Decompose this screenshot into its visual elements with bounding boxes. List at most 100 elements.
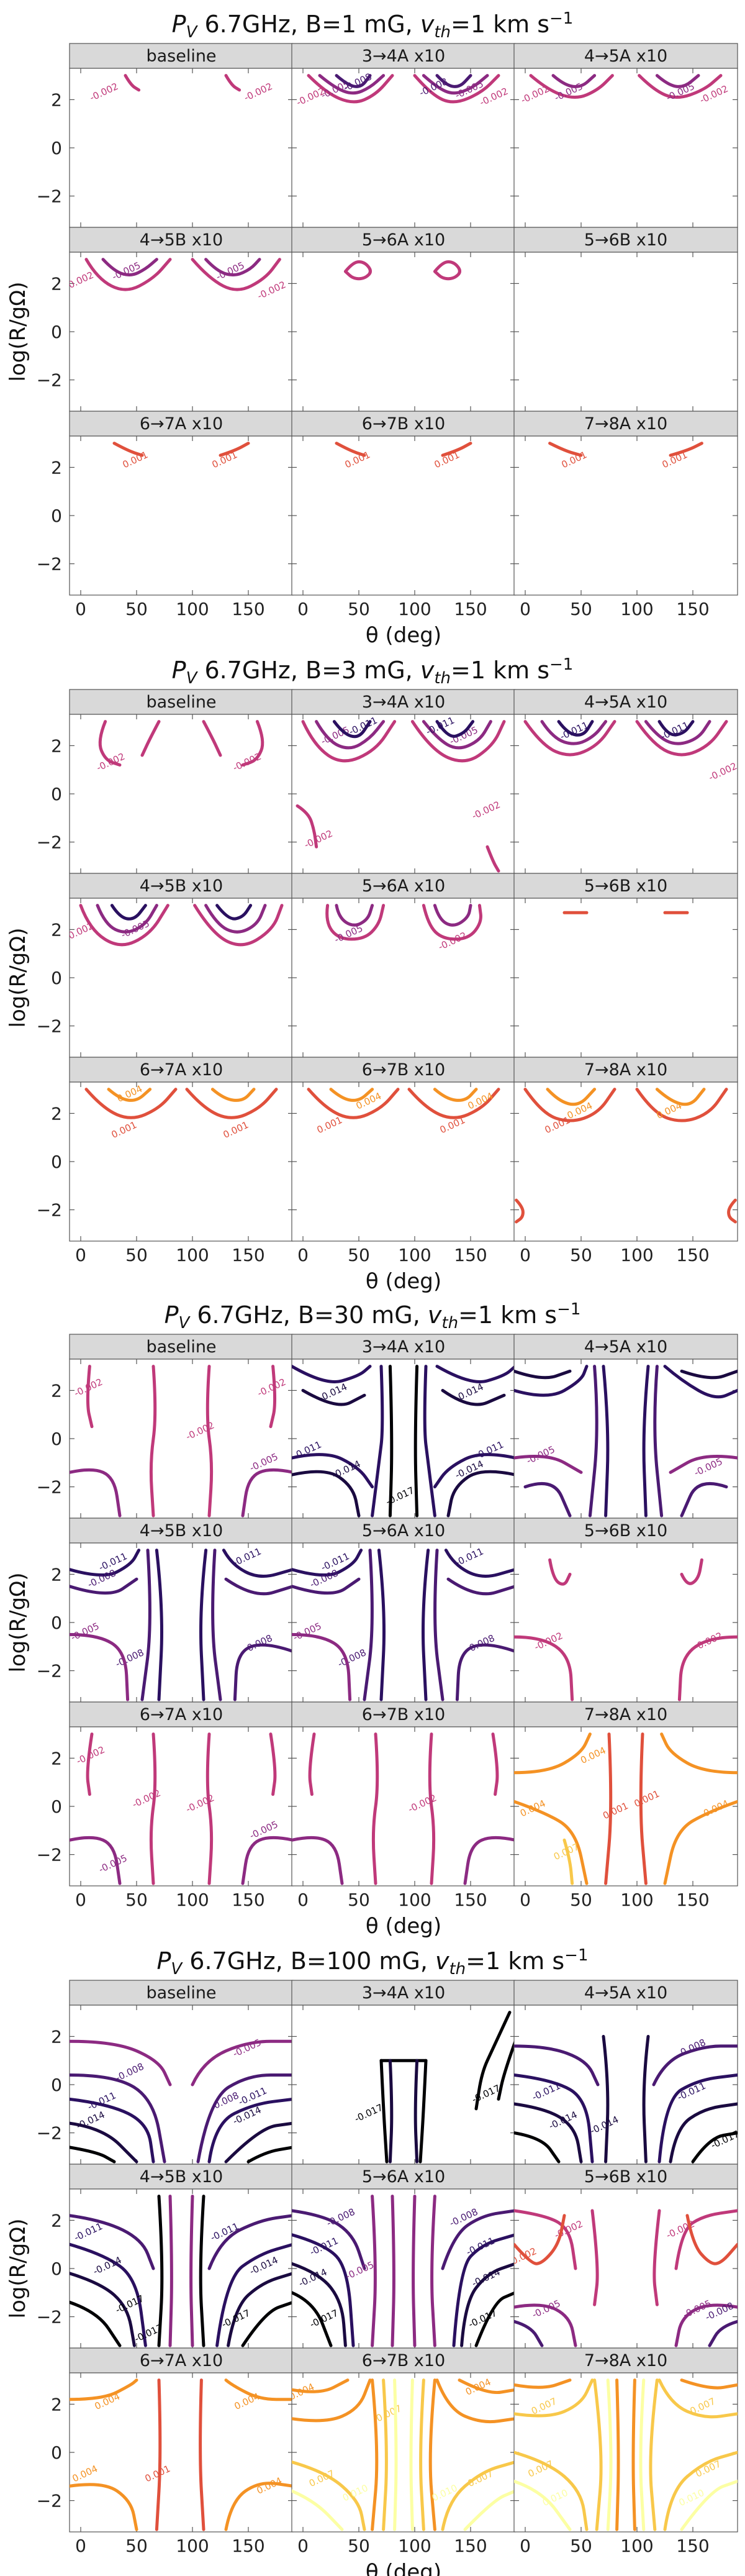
contour-line: [691, 2131, 738, 2164]
y-axis-label: log(R/gΩ): [6, 2218, 30, 2318]
contour-line: [514, 1732, 592, 1775]
contour-line: [428, 2378, 436, 2531]
contour-line: [514, 1635, 574, 1701]
x-tick-label: 50: [125, 599, 148, 619]
contour-line: [318, 74, 386, 95]
contour-line: [444, 1549, 515, 1578]
contour-line: [246, 2146, 293, 2164]
panel-label: 5→6A x10: [362, 876, 445, 896]
contour-line: [224, 1577, 293, 1596]
panel-6→7B x10: 6→7B x100 50 100 1500.0010.0040.0010.004: [291, 1057, 516, 1265]
x-tick-label: 100: [398, 1245, 431, 1265]
contour-line: [663, 1800, 738, 1885]
x-tick-label: 50: [348, 599, 370, 619]
panel-5→6B x10: 5→6B x10-0.002 -0.002: [513, 1518, 738, 1703]
x-tick-label: 0: [520, 1890, 531, 1910]
panel-3→4A x10: 3→4A x10-0.002-0.005-0.008-0.002-0.005-0…: [291, 43, 516, 228]
panel-plot-area: [69, 1726, 294, 1886]
panel-strip: [291, 1980, 516, 2006]
contour-line: [680, 2378, 738, 2390]
contour-line: [514, 1369, 572, 1380]
contour-line: [435, 1365, 515, 1383]
panel-strip: [513, 1057, 738, 1083]
contour-line: [70, 1632, 130, 1701]
contour-line: [514, 1454, 583, 1474]
x-tick-label: 100: [620, 1245, 653, 1265]
contour-line: [602, 2034, 610, 2164]
contour-line: [307, 74, 394, 104]
panel-baseline: baseline−202-0.002-0.002: [37, 43, 294, 228]
contour-line: [551, 74, 597, 88]
contour-line: [441, 1388, 506, 1406]
panel-label: 4→5B x10: [140, 1521, 223, 1541]
x-axis-label: θ (deg): [366, 1269, 441, 1294]
contour-line: [458, 2378, 515, 2395]
contour-line: [529, 74, 614, 99]
contour-line: [207, 2097, 293, 2164]
panel-label: baseline: [146, 47, 216, 66]
panel-4→5A x10: 4→5A x10 -0.005-0.005: [513, 1334, 738, 1519]
y-tick-label: 2: [51, 1380, 62, 1401]
panel-label: baseline: [146, 693, 216, 712]
contour-line: [207, 2214, 293, 2270]
contour-line: [657, 720, 695, 737]
contour-line: [292, 1549, 363, 1577]
contour-line: [548, 442, 583, 457]
contour-line: [292, 1365, 372, 1383]
y-tick-label: −2: [37, 1661, 62, 1682]
x-tick-label: 0: [75, 1890, 86, 1910]
contour-line: [224, 74, 242, 92]
y-tick-label: −2: [37, 2123, 62, 2144]
panel-strip: [69, 2164, 294, 2190]
contour-line: [474, 2011, 512, 2111]
contour-line: [657, 2378, 738, 2419]
y-tick-label: 0: [51, 1429, 62, 1449]
contour-line: [70, 2483, 138, 2531]
contour-line: [674, 2209, 738, 2270]
y-tick-label: 2: [51, 735, 62, 756]
contour-line: [422, 1549, 430, 1701]
contour-line: [335, 442, 366, 457]
panel-plot-area: [513, 1359, 738, 1519]
panel-strip: [291, 1518, 516, 1544]
contour-line: [315, 720, 386, 750]
contour-line: [371, 2378, 379, 2531]
y-tick-label: 2: [51, 2210, 62, 2231]
x-tick-label: 0: [297, 1245, 309, 1265]
contour-line: [292, 2378, 372, 2423]
contour-line: [388, 1365, 394, 1518]
panel-plot-area: [69, 435, 294, 596]
panel-label: 6→7A x10: [140, 414, 223, 434]
y-tick-label: 2: [51, 1748, 62, 1768]
panel-label: 4→5B x10: [140, 876, 223, 896]
y-axis-label: log(R/gΩ): [6, 281, 30, 381]
panel-label: baseline: [146, 1337, 216, 1357]
contour-line: [653, 1365, 664, 1518]
contour-line: [514, 2102, 583, 2164]
contour-line: [523, 1088, 616, 1122]
contour-line: [292, 2209, 366, 2270]
contour-line: [514, 2209, 577, 2270]
contour-line: [606, 2378, 613, 2531]
contour-line: [660, 1732, 738, 1775]
contour-line: [241, 1836, 293, 1885]
contour-line: [329, 1088, 374, 1102]
contour-line: [292, 1470, 361, 1518]
contour-line: [189, 2195, 194, 2347]
panel-plot-area: [513, 1081, 738, 1242]
panel-plot-area: [69, 2372, 294, 2533]
panel-plot-area: [69, 2005, 294, 2165]
contour-line: [210, 1088, 256, 1102]
panel-4→5A x10: 4→5A x10-0.002 -0.005 -0.002-0.005: [513, 43, 738, 228]
panel-plot-area: [69, 252, 294, 412]
contour-line: [635, 720, 728, 757]
x-tick-label: 150: [676, 1245, 709, 1265]
contour-line: [388, 2059, 394, 2164]
x-tick-label: 100: [176, 1890, 209, 1910]
contour-line: [70, 1468, 122, 1518]
contour-line: [412, 2195, 417, 2347]
contour-line: [70, 2214, 155, 2270]
contour-line: [292, 2233, 355, 2347]
contour-line: [546, 1088, 597, 1106]
